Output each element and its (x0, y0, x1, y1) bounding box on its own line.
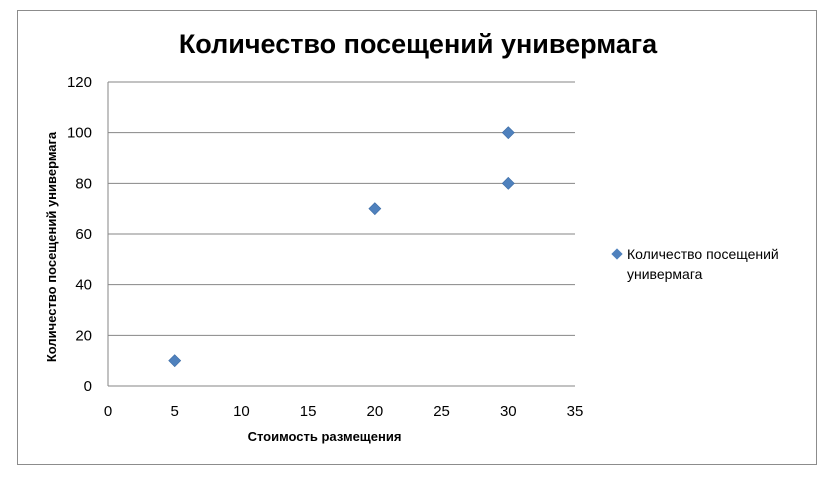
legend-label: Количество посещений универмага (627, 246, 779, 282)
y-tick-label: 60 (75, 226, 92, 243)
y-tick-label: 40 (75, 277, 92, 294)
x-tick-label: 20 (367, 403, 384, 420)
chart-area: Количество посещений универмага 0 20 40 60 8… (17, 10, 817, 465)
data-point (168, 354, 182, 368)
x-tick-label: 0 (104, 403, 112, 420)
y-tick-label: 0 (84, 378, 92, 395)
chart-title: Количество посещений универмага (178, 29, 658, 59)
x-tick-label: 10 (233, 403, 250, 420)
x-axis-title: Стоимость размещения (248, 429, 402, 444)
plot-area: 0 20 40 60 80 100 120 0 5 10 15 20 25 30 35 Стоимость р… (44, 74, 584, 444)
y-tick-label: 120 (67, 74, 92, 91)
x-tick-label: 30 (500, 403, 517, 420)
x-tick-label: 35 (567, 403, 584, 420)
y-tick-label: 100 (67, 125, 92, 142)
data-point (501, 176, 515, 190)
y-tick-label: 80 (75, 175, 92, 192)
data-point (368, 202, 382, 216)
x-tick-label: 15 (300, 403, 317, 420)
y-axis-title: Количество посещений универмага (44, 131, 59, 362)
y-tick-label: 20 (75, 327, 92, 344)
x-tick-label: 5 (171, 403, 179, 420)
x-tick-label: 25 (433, 403, 450, 420)
data-point (501, 126, 515, 140)
